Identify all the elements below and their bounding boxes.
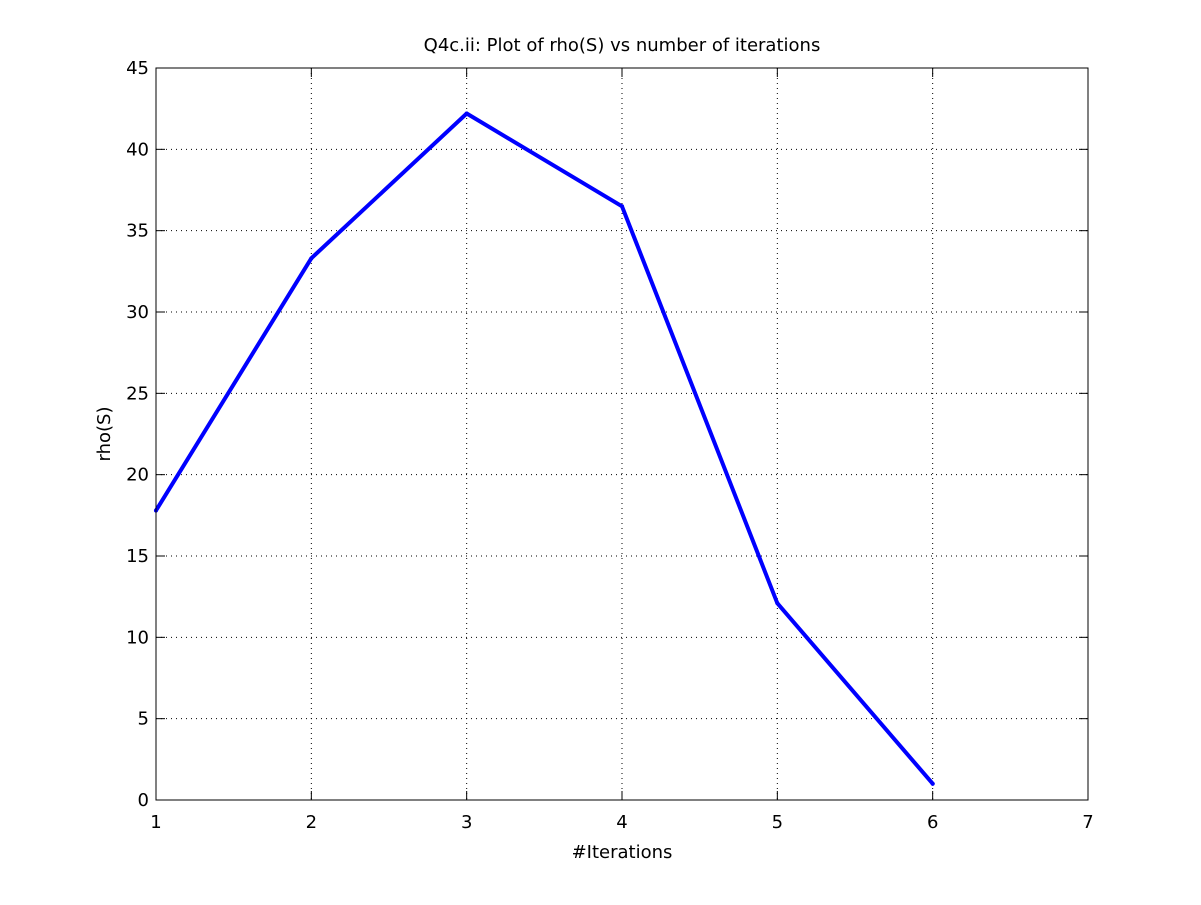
y-axis-title: rho(S) xyxy=(94,407,115,462)
x-tick-label: 2 xyxy=(306,812,317,833)
x-tick-label: 1 xyxy=(150,812,161,833)
x-tick-label: 3 xyxy=(461,812,472,833)
series-line xyxy=(154,111,935,786)
data-point xyxy=(464,111,469,116)
ticks xyxy=(155,67,1089,801)
grid-lines xyxy=(156,68,1088,800)
chart-title: Q4c.ii: Plot of rho(S) vs number of iter… xyxy=(424,35,821,56)
y-tick-label: 0 xyxy=(138,790,149,811)
data-point xyxy=(620,204,624,209)
y-tick-label: 30 xyxy=(126,302,149,323)
x-tick-label: 7 xyxy=(1082,812,1093,833)
data-point xyxy=(930,781,935,786)
y-tick-labels: 0 5 10 15 20 25 30 35 40 45 xyxy=(126,58,149,811)
data-point xyxy=(309,256,314,261)
y-tick-label: 25 xyxy=(126,383,149,404)
y-tick-label: 5 xyxy=(138,709,149,730)
y-tick-label: 40 xyxy=(126,139,149,160)
y-tick-label: 15 xyxy=(126,546,149,567)
x-tick-label: 5 xyxy=(772,812,783,833)
y-tick-label: 35 xyxy=(126,221,149,242)
x-axis-title: #Iterations xyxy=(572,842,673,863)
x-tick-label: 4 xyxy=(616,812,627,833)
y-tick-label: 10 xyxy=(126,627,149,648)
x-tick-labels: 1 2 3 4 5 6 7 xyxy=(150,812,1093,833)
y-tick-label: 20 xyxy=(126,465,149,486)
y-tick-label: 45 xyxy=(126,58,149,79)
data-point xyxy=(775,601,780,606)
x-tick-label: 6 xyxy=(927,812,938,833)
